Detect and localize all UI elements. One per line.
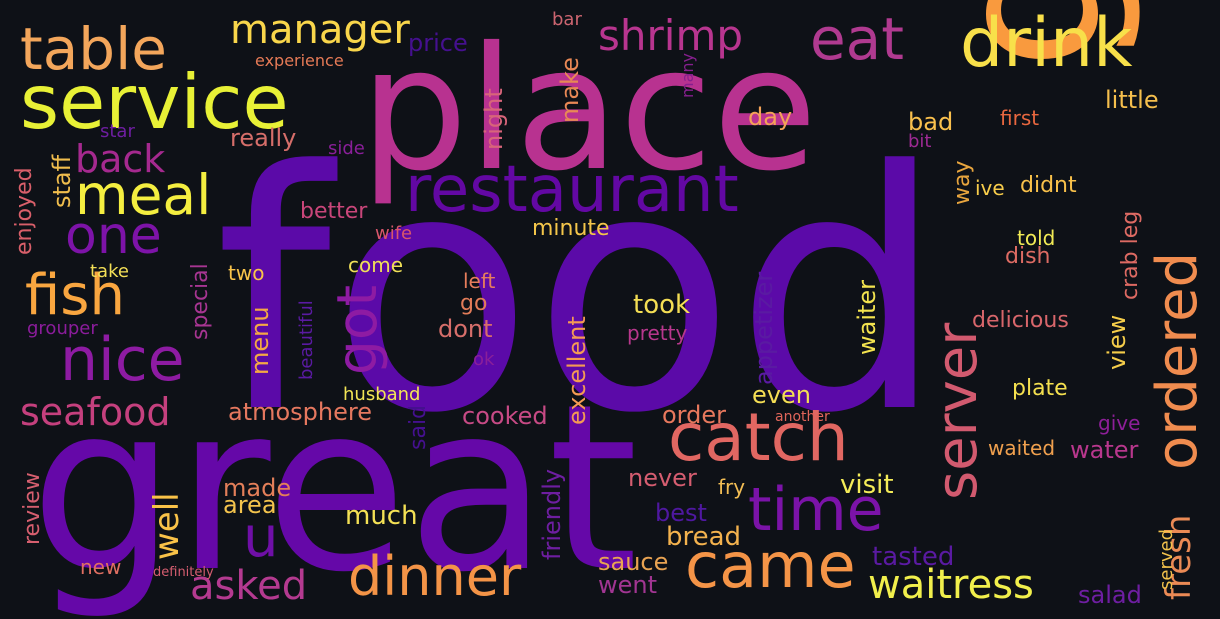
word-seafood: seafood <box>20 390 171 434</box>
word-server: server <box>925 322 990 500</box>
word-bar: bar <box>552 9 582 30</box>
word-day: day <box>748 103 793 131</box>
word-salad: salad <box>1078 581 1142 609</box>
word-bread: bread <box>666 522 742 552</box>
word-took: took <box>633 290 691 320</box>
word-come: come <box>348 253 404 277</box>
word-grouper: grouper <box>27 318 98 339</box>
word-area: area <box>223 491 277 519</box>
word-even: even <box>752 381 811 409</box>
word-ive: ive <box>975 176 1005 200</box>
word-came: came <box>685 529 856 602</box>
word-never: never <box>628 464 697 492</box>
word-waitress: waitress <box>868 562 1034 608</box>
word-water: water <box>1070 436 1139 464</box>
word-restaurant: restaurant <box>405 153 739 227</box>
word-catch: catch <box>668 399 849 476</box>
word-give: give <box>1098 411 1141 435</box>
word-many: many <box>678 53 697 98</box>
word-star: star <box>100 121 135 142</box>
word-go: go <box>460 291 488 316</box>
word-husband: husband <box>343 384 421 405</box>
word-first: first <box>1000 106 1040 130</box>
word-make: make <box>556 57 584 123</box>
word-friendly: friendly <box>538 468 566 560</box>
word-u: u <box>243 505 279 570</box>
word-minute: minute <box>532 216 610 241</box>
word-got: got <box>325 284 389 375</box>
word-night: night <box>480 88 508 150</box>
word-staff: staff <box>48 154 76 208</box>
word-visit: visit <box>840 470 894 500</box>
word-bit: bit <box>908 131 932 152</box>
word-fry: fry <box>718 475 746 499</box>
word-way: way <box>950 160 975 206</box>
word-left: left <box>463 269 496 293</box>
word-meal: meal <box>75 163 212 227</box>
word-well: well <box>147 492 187 560</box>
word-little: little <box>1105 86 1159 114</box>
word-view: view <box>1103 314 1131 370</box>
word-special: special <box>188 263 213 340</box>
word-drink: drink <box>960 4 1133 83</box>
word-wife: wife <box>375 223 413 244</box>
word-review: review <box>20 472 45 545</box>
word-dinner: dinner <box>348 545 522 608</box>
word-dont: dont <box>438 315 493 343</box>
word-food: food <box>215 101 945 485</box>
word-table: table <box>20 15 167 83</box>
word-dish: dish <box>1005 244 1051 269</box>
word-back: back <box>75 137 166 181</box>
word-experience: experience <box>255 51 344 70</box>
word-pretty: pretty <box>627 321 688 345</box>
word-made: made <box>223 474 292 502</box>
word-service: service <box>20 58 289 146</box>
word-told: told <box>1017 226 1056 250</box>
word-sauce: sauce <box>598 548 669 576</box>
word-better: better <box>300 199 368 224</box>
word-ok: ok <box>473 349 495 370</box>
word-waited: waited <box>988 436 1056 460</box>
word-new: new <box>80 555 122 579</box>
word-excellent: excellent <box>563 316 591 425</box>
word-went: went <box>598 571 658 599</box>
word-fish: fish <box>25 263 125 328</box>
word-time: time <box>748 475 884 545</box>
word-bad: bad <box>908 108 954 136</box>
word-tasted: tasted <box>872 542 955 572</box>
word-side: side <box>328 138 365 159</box>
word-beautiful: beautiful <box>296 300 317 380</box>
word-best: best <box>655 499 707 527</box>
word-eat: eat <box>810 5 904 73</box>
word-nice: nice <box>60 325 185 395</box>
word-waiter: waiter <box>853 279 881 355</box>
word-order: order <box>662 401 726 429</box>
word-definitely: definitely <box>153 565 214 580</box>
word-great: great <box>30 356 639 619</box>
word-really: really <box>230 124 297 152</box>
word-cooked: cooked <box>462 402 548 430</box>
word-take: take <box>90 261 129 282</box>
word-menu: menu <box>246 306 274 375</box>
word-one: one <box>65 206 162 266</box>
word-crab-leg: crab leg <box>1118 210 1143 300</box>
word-plate: plate <box>1012 376 1068 401</box>
word-delicious: delicious <box>972 308 1069 333</box>
word-another: another <box>775 409 830 425</box>
word-appetizer: appetizer <box>750 271 778 385</box>
word-served: served <box>1156 528 1177 590</box>
word-place: place <box>360 11 818 209</box>
word-atmosphere: atmosphere <box>228 398 372 426</box>
word-enjoyed: enjoyed <box>12 167 37 255</box>
word-manager: manager <box>230 7 410 53</box>
word-two: two <box>228 261 265 285</box>
word-said: said <box>406 404 431 450</box>
word-asked: asked <box>190 563 308 609</box>
word-much: much <box>345 501 418 531</box>
word-ordered: ordered <box>1145 251 1210 470</box>
word-price: price <box>408 29 468 57</box>
word-didnt: didnt <box>1020 173 1077 198</box>
word-shrimp: shrimp <box>598 11 744 60</box>
